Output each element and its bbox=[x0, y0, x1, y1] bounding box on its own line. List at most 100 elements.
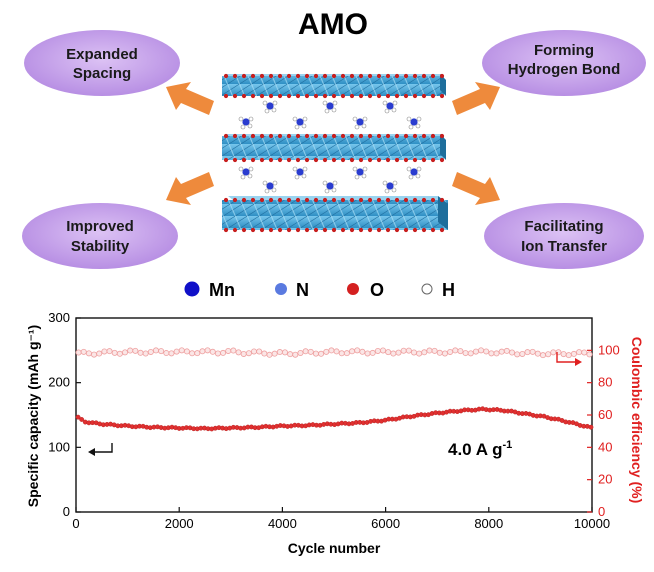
efficiency-point bbox=[261, 350, 268, 357]
feature-label-line: Hydrogen Bond bbox=[508, 61, 621, 78]
efficiency-point bbox=[431, 347, 438, 354]
oxygen-atom bbox=[295, 227, 301, 233]
efficiency-point bbox=[147, 348, 154, 355]
efficiency-point bbox=[199, 348, 206, 355]
efficiency-point bbox=[410, 349, 417, 356]
efficiency-point bbox=[493, 350, 500, 357]
efficiency-point bbox=[400, 347, 407, 354]
left-tick-label: 200 bbox=[48, 375, 70, 390]
oxygen-atom bbox=[250, 227, 256, 233]
oxygen-atom bbox=[376, 93, 382, 99]
efficiency-point bbox=[576, 349, 583, 356]
feature-label-line: Forming bbox=[534, 42, 594, 59]
oxygen-atom bbox=[241, 227, 247, 233]
capacity-point bbox=[75, 414, 81, 420]
current-density-annotation: 4.0 A g-1 bbox=[448, 439, 512, 459]
efficiency-point bbox=[483, 348, 490, 355]
oxygen-atom bbox=[421, 197, 427, 203]
oxygen-atom bbox=[241, 157, 247, 163]
oxygen-atom bbox=[331, 133, 337, 139]
feature-label-line: Ion Transfer bbox=[521, 238, 607, 255]
oxygen-atom bbox=[340, 93, 346, 99]
oxygen-atom bbox=[430, 133, 436, 139]
efficiency-point bbox=[328, 347, 335, 354]
x-tick-label: 4000 bbox=[268, 516, 297, 531]
efficiency-point bbox=[359, 348, 366, 355]
efficiency-point bbox=[447, 348, 454, 355]
oxygen-atom bbox=[259, 93, 265, 99]
right-tick-label: 60 bbox=[598, 407, 612, 422]
oxygen-atom bbox=[430, 197, 436, 203]
efficiency-point bbox=[240, 350, 247, 357]
efficiency-point bbox=[565, 352, 572, 359]
oxygen-atom bbox=[349, 157, 355, 163]
efficiency-point bbox=[297, 349, 304, 356]
oxygen-atom bbox=[385, 133, 391, 139]
efficiency-point bbox=[385, 349, 392, 356]
efficiency-point bbox=[349, 348, 356, 355]
left-tick-label: 300 bbox=[48, 310, 70, 325]
efficiency-point bbox=[318, 350, 325, 357]
efficiency-point bbox=[251, 348, 258, 355]
x-tick-label: 6000 bbox=[371, 516, 400, 531]
legend-item-o: O bbox=[347, 280, 384, 300]
nh4-ion bbox=[406, 116, 422, 130]
efficiency-point bbox=[509, 349, 516, 356]
efficiency-point bbox=[173, 348, 180, 355]
efficiency-point bbox=[343, 350, 350, 357]
oxygen-atom bbox=[223, 227, 229, 233]
nh4-ion bbox=[238, 166, 254, 180]
oxygen-atom bbox=[241, 133, 247, 139]
oxygen-atom bbox=[349, 197, 355, 203]
x-tick-label: 2000 bbox=[165, 516, 194, 531]
arrow-bottom-left-icon bbox=[166, 172, 214, 205]
efficiency-point bbox=[498, 348, 505, 355]
oxygen-atom bbox=[394, 73, 400, 79]
nh4-ion bbox=[262, 100, 278, 114]
oxygen-atom bbox=[439, 93, 445, 99]
oxygen-atom bbox=[277, 227, 283, 233]
efficiency-point bbox=[266, 351, 273, 358]
oxygen-atom bbox=[403, 157, 409, 163]
oxygen-atom bbox=[412, 93, 418, 99]
oxygen-atom bbox=[430, 227, 436, 233]
efficiency-point bbox=[421, 349, 428, 356]
efficiency-point bbox=[534, 350, 541, 357]
oxygen-atom bbox=[295, 157, 301, 163]
oxygen-atom bbox=[241, 197, 247, 203]
oxygen-atom bbox=[223, 157, 229, 163]
right-tick-label: 20 bbox=[598, 472, 612, 487]
efficiency-point bbox=[122, 349, 129, 356]
oxygen-atom bbox=[349, 227, 355, 233]
efficiency-point bbox=[235, 349, 242, 356]
right-tick-label: 100 bbox=[598, 342, 620, 357]
x-tick-label: 0 bbox=[72, 516, 79, 531]
nh4-ion bbox=[352, 166, 368, 180]
efficiency-point bbox=[472, 348, 479, 355]
arrow-top-right-icon bbox=[452, 82, 500, 115]
oxygen-atom bbox=[313, 133, 319, 139]
efficiency-point bbox=[323, 348, 330, 355]
capacity-series bbox=[75, 406, 594, 432]
oxygen-atom bbox=[304, 93, 310, 99]
oxygen-atom bbox=[259, 197, 265, 203]
feature-label-line: Facilitating bbox=[524, 218, 603, 235]
efficiency-point bbox=[467, 350, 474, 357]
oxygen-atom bbox=[403, 73, 409, 79]
oxygen-atom bbox=[385, 227, 391, 233]
oxygen-atom bbox=[394, 157, 400, 163]
oxygen-atom bbox=[340, 73, 346, 79]
efficiency-point bbox=[245, 350, 252, 357]
efficiency-point bbox=[436, 349, 443, 356]
oxygen-atom bbox=[322, 93, 328, 99]
efficiency-point bbox=[189, 350, 196, 357]
efficiency-point bbox=[225, 347, 232, 354]
oxygen-atom bbox=[403, 133, 409, 139]
oxygen-atom bbox=[349, 73, 355, 79]
efficiency-point bbox=[307, 348, 314, 355]
oxygen-atom bbox=[277, 93, 283, 99]
efficiency-point bbox=[158, 348, 165, 355]
oxygen-atom bbox=[331, 197, 337, 203]
efficiency-point bbox=[256, 348, 263, 355]
feature-ellipses: Expanded Spacing Forming Hydrogen Bond I… bbox=[22, 30, 646, 269]
